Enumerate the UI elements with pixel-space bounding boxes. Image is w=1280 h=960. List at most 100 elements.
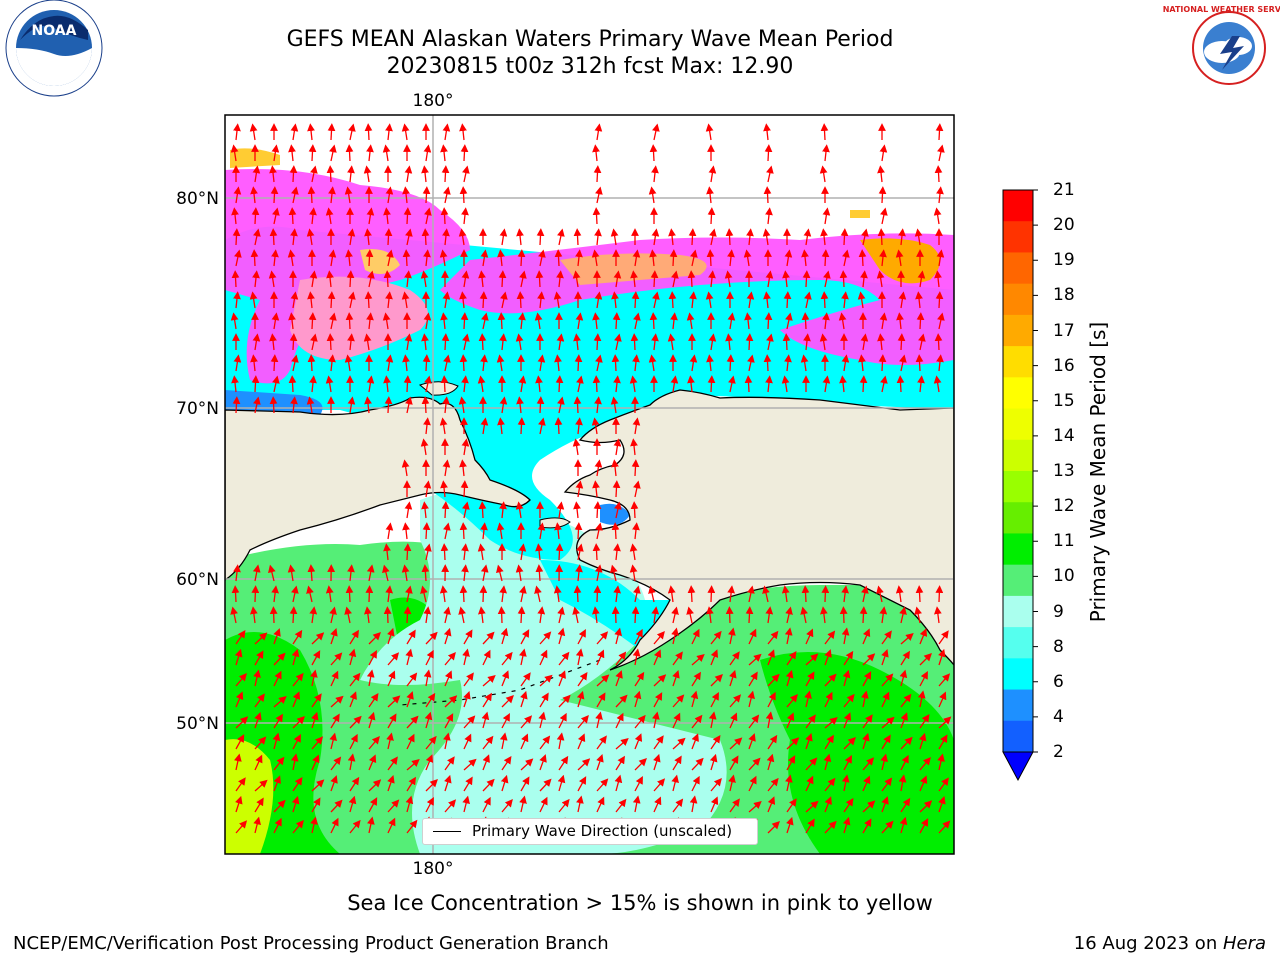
wave-arrow bbox=[249, 291, 258, 309]
credit-left: NCEP/EMC/Verification Post Processing Pr… bbox=[13, 933, 609, 954]
wave-arrow bbox=[781, 585, 790, 603]
wave-arrow bbox=[917, 375, 925, 393]
wave-arrow bbox=[629, 375, 638, 393]
wave-arrow bbox=[900, 754, 909, 771]
wave-arrow bbox=[537, 291, 545, 309]
wave-arrow bbox=[634, 776, 643, 792]
wave-arrow bbox=[403, 606, 412, 624]
colorbar-tick-label: 12 bbox=[1053, 496, 1075, 517]
wave-arrow bbox=[440, 480, 448, 498]
wave-arrow bbox=[572, 270, 581, 288]
wave-arrow bbox=[843, 797, 854, 813]
nws-logo: NATIONAL WEATHER SERVICE bbox=[1163, 0, 1280, 96]
wave-arrow bbox=[405, 648, 413, 666]
wave-arrow bbox=[230, 606, 238, 624]
wave-arrow bbox=[840, 228, 849, 246]
wave-arrow bbox=[632, 795, 641, 813]
wave-arrow bbox=[461, 438, 470, 456]
wave-arrow bbox=[630, 333, 639, 351]
wave-arrow bbox=[402, 186, 410, 204]
wave-arrow bbox=[516, 228, 524, 246]
wave-arrow bbox=[348, 123, 356, 141]
wave-arrow bbox=[632, 417, 641, 435]
wave-arrow bbox=[804, 690, 812, 708]
wave-arrow bbox=[649, 312, 658, 330]
wave-arrow bbox=[900, 736, 913, 750]
wave-arrow bbox=[767, 691, 776, 708]
wave-arrow bbox=[878, 186, 887, 204]
colorbar-tick-label: 8 bbox=[1053, 636, 1064, 657]
wave-arrow bbox=[499, 333, 507, 351]
wave-arrow bbox=[784, 354, 792, 372]
wave-arrow bbox=[824, 796, 832, 813]
wave-arrow bbox=[861, 690, 869, 708]
wave-arrow bbox=[330, 670, 339, 687]
wave-arrow bbox=[347, 228, 356, 246]
colorbar-segment bbox=[1003, 533, 1033, 566]
wave-arrow bbox=[686, 312, 695, 330]
wave-arrow bbox=[254, 693, 265, 708]
wave-arrow bbox=[575, 417, 583, 435]
wave-arrow bbox=[404, 165, 413, 183]
wave-arrow bbox=[691, 653, 705, 666]
wave-arrow bbox=[842, 669, 851, 687]
wave-arrow bbox=[819, 165, 828, 183]
wave-arrow bbox=[651, 228, 660, 246]
wave-arrow bbox=[709, 228, 717, 246]
wave-arrow bbox=[463, 758, 477, 771]
wave-arrow bbox=[233, 123, 241, 141]
wave-arrow bbox=[441, 501, 450, 519]
wave-arrow bbox=[572, 438, 581, 456]
wave-arrow bbox=[479, 291, 488, 309]
wave-arrow bbox=[311, 693, 322, 708]
wave-arrow bbox=[458, 396, 467, 414]
wave-arrow bbox=[725, 606, 734, 624]
wave-arrow bbox=[671, 627, 679, 645]
wave-arrow bbox=[517, 606, 526, 624]
wave-arrow bbox=[786, 816, 794, 834]
wave-arrow bbox=[880, 753, 888, 771]
wave-arrow bbox=[743, 249, 752, 267]
wave-arrow bbox=[443, 522, 451, 540]
wave-arrow bbox=[633, 690, 642, 708]
wave-arrow bbox=[366, 207, 375, 225]
wave-arrow bbox=[614, 774, 623, 792]
wave-arrow bbox=[424, 375, 432, 393]
wave-arrow bbox=[784, 249, 793, 267]
wave-arrow bbox=[291, 354, 299, 372]
wave-arrow bbox=[805, 800, 819, 813]
wave-arrow bbox=[557, 606, 565, 624]
wave-arrow bbox=[596, 778, 609, 792]
wave-arrow bbox=[387, 817, 396, 834]
wave-arrow bbox=[839, 606, 848, 624]
wave-arrow bbox=[577, 758, 591, 771]
wave-arrow bbox=[254, 779, 268, 792]
wave-arrow bbox=[800, 606, 808, 624]
wave-arrow bbox=[477, 375, 486, 393]
colorbar-tick-label: 18 bbox=[1053, 285, 1075, 306]
wave-arrow bbox=[938, 716, 952, 729]
wave-arrow bbox=[308, 312, 317, 330]
wave-arrow bbox=[899, 606, 907, 624]
wave-arrow bbox=[632, 249, 641, 267]
wave-arrow bbox=[292, 734, 301, 750]
wave-arrow bbox=[557, 627, 566, 645]
wave-arrow bbox=[615, 798, 627, 813]
wave-arrow bbox=[383, 543, 391, 561]
wave-arrow bbox=[858, 354, 866, 372]
wave-arrow bbox=[423, 144, 432, 162]
wave-arrow bbox=[727, 249, 735, 267]
wave-arrow bbox=[461, 375, 469, 393]
wave-arrow bbox=[249, 123, 258, 141]
wave-arrow bbox=[748, 733, 756, 750]
wave-arrow bbox=[290, 123, 299, 141]
wave-arrow bbox=[824, 716, 838, 729]
wave-arrow bbox=[880, 207, 888, 225]
wave-arrow bbox=[307, 564, 316, 582]
wave-arrow bbox=[269, 228, 278, 246]
wave-arrow bbox=[363, 333, 372, 351]
wave-arrow bbox=[596, 631, 609, 645]
wave-arrow bbox=[707, 585, 716, 603]
wave-arrow bbox=[633, 480, 641, 498]
wave-arrow bbox=[862, 628, 871, 645]
